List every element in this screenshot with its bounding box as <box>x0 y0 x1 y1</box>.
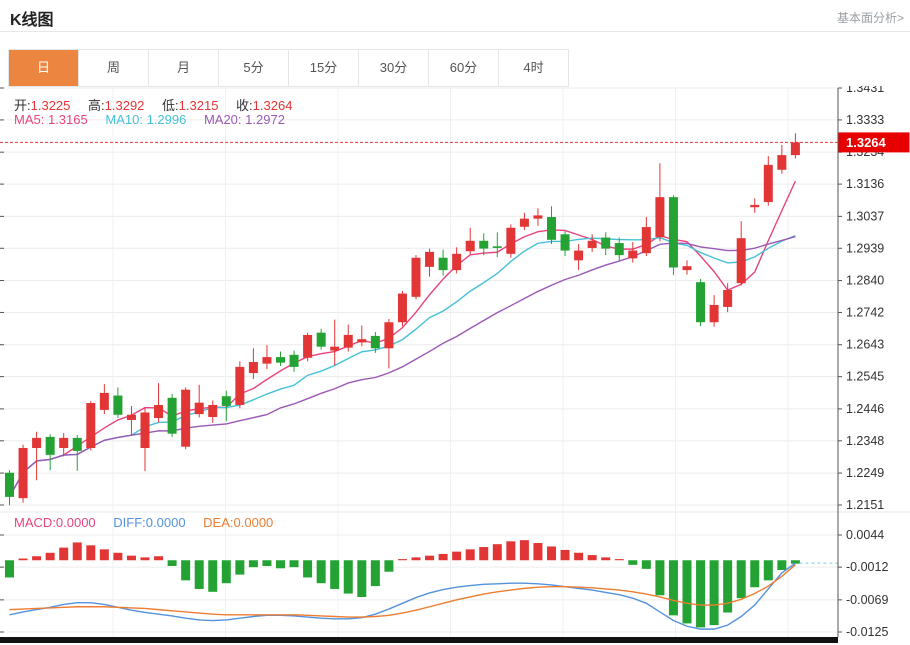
svg-text:-0.0069: -0.0069 <box>846 593 888 607</box>
svg-text:1.3431: 1.3431 <box>846 86 884 95</box>
low-value: 1.3215 <box>178 98 219 113</box>
page-title: K线图 <box>10 12 54 29</box>
tab-interval-1[interactable]: 周 <box>79 50 149 86</box>
chart-area: 1.34311.33331.32341.31361.30371.29391.28… <box>0 81 910 645</box>
svg-text:1.2249: 1.2249 <box>846 466 884 480</box>
dea-legend-item: DEA:0.0000 <box>203 515 274 530</box>
macd-legend-item: MACD:0.0000 <box>14 515 96 530</box>
interval-tabbar: 日周月 5分 15分 30分 60分 4时 <box>8 49 569 87</box>
tab-interval-5[interactable]: 30分 <box>359 50 429 86</box>
svg-text:-0.0012: -0.0012 <box>846 560 888 574</box>
header-divider <box>0 31 910 32</box>
high-value: 1.3292 <box>104 98 145 113</box>
dea-line <box>9 564 796 618</box>
tab-interval-6[interactable]: 60分 <box>429 50 499 86</box>
close-label: 收: <box>236 98 253 113</box>
svg-text:1.3333: 1.3333 <box>846 113 884 127</box>
svg-text:1.2742: 1.2742 <box>846 305 884 319</box>
svg-text:1.2545: 1.2545 <box>846 370 884 384</box>
svg-text:1.3037: 1.3037 <box>846 209 884 223</box>
svg-text:-0.0125: -0.0125 <box>846 625 888 639</box>
ma5-legend-item: MA5: 1.3165 <box>14 112 88 127</box>
tab-interval-4[interactable]: 15分 <box>289 50 359 86</box>
macd-legend: MACD:0.0000 DIFF:0.0000 DEA:0.0000 <box>14 515 273 530</box>
diff-line <box>9 562 796 630</box>
tab-interval-7[interactable]: 4时 <box>499 50 568 86</box>
tab-interval-2[interactable]: 月 <box>149 50 219 86</box>
open-label: 开: <box>14 98 31 113</box>
ma10-line <box>8 234 796 498</box>
ohlc-legend: 开:1.3225 高:1.3292 低:1.3215 收:1.3264 <box>14 95 292 114</box>
svg-text:1.2348: 1.2348 <box>846 434 884 448</box>
svg-text:1.2151: 1.2151 <box>846 498 884 512</box>
svg-text:1.2643: 1.2643 <box>846 338 884 352</box>
low-label: 低: <box>162 98 179 113</box>
svg-text:1.2840: 1.2840 <box>846 274 884 288</box>
fundamental-analysis-link[interactable]: 基本面分析> <box>836 11 904 25</box>
candles-group <box>5 133 800 506</box>
open-value: 1.3225 <box>30 98 71 113</box>
ma-legend: MA5: 1.3165 MA10: 1.2996 MA20: 1.2972 <box>14 112 285 127</box>
kline-chart-canvas: 1.34311.33331.32341.31361.30371.29391.28… <box>0 81 910 643</box>
close-value: 1.3264 <box>252 98 293 113</box>
ma20-line <box>8 235 796 498</box>
ma20-legend-item: MA20: 1.2972 <box>203 112 285 127</box>
svg-text:1.3136: 1.3136 <box>846 177 884 191</box>
tab-interval-0[interactable]: 日 <box>9 50 79 86</box>
current-price-badge-text: 1.3264 <box>846 135 887 150</box>
ma5-line <box>8 180 797 498</box>
bottom-range-bar <box>0 637 838 643</box>
current-price-badge <box>838 132 910 153</box>
svg-text:0.0044: 0.0044 <box>846 528 884 542</box>
tab-interval-3[interactable]: 5分 <box>219 50 289 86</box>
macd-histogram <box>5 540 800 628</box>
high-label: 高: <box>88 98 105 113</box>
svg-text:1.2446: 1.2446 <box>846 402 884 416</box>
diff-legend-item: DIFF:0.0000 <box>113 515 186 530</box>
ma10-legend-item: MA10: 1.2996 <box>105 112 187 127</box>
svg-text:1.2939: 1.2939 <box>846 241 884 255</box>
